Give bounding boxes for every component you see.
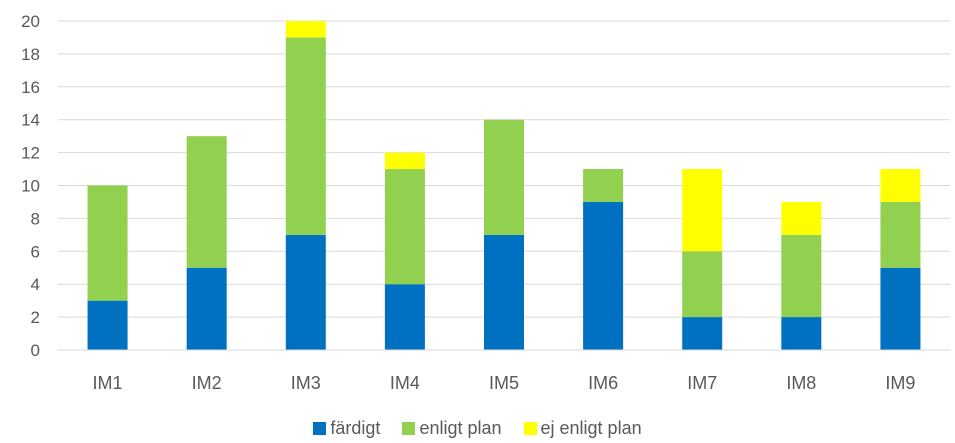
y-axis-tick-labels: 0 2 4 6 8 10 12 14 16 18 20 xyxy=(21,12,40,360)
bar-segment-im8-s2 xyxy=(781,201,822,235)
bars xyxy=(87,21,921,350)
x-tick-label: IM4 xyxy=(390,373,420,393)
bar-segment-im1-s1 xyxy=(87,185,128,301)
bar-segment-im4-s1 xyxy=(384,169,425,285)
legend-swatch-enligt-plan xyxy=(402,422,416,435)
legend-label-enligt-plan: enligt plan xyxy=(419,418,502,438)
bar-segment-im6-s1 xyxy=(583,169,624,202)
x-tick-label: IM9 xyxy=(885,373,915,393)
legend-item-enligt-plan: enligt plan xyxy=(402,418,502,439)
bar-segment-im6-s0 xyxy=(583,201,624,350)
x-tick-label: IM3 xyxy=(291,373,321,393)
y-tick-label: 16 xyxy=(21,78,40,97)
legend-item-fardigt: färdigt xyxy=(313,418,380,439)
legend-label-ej-enligt-plan: ej enligt plan xyxy=(540,418,642,438)
legend-swatch-ej-enligt-plan xyxy=(523,422,537,435)
x-tick-label: IM7 xyxy=(687,373,717,393)
bar-segment-im3-s1 xyxy=(285,37,326,235)
bar-segment-im4-s2 xyxy=(384,152,425,170)
bar-segment-im2-s1 xyxy=(186,136,227,268)
legend: färdigt enligt plan ej enligt plan xyxy=(0,418,955,439)
bar-segment-im2-s0 xyxy=(186,267,227,350)
y-tick-label: 12 xyxy=(21,144,40,163)
bar-segment-im3-s0 xyxy=(285,234,326,350)
bar-segment-im1-s0 xyxy=(87,300,128,350)
bar-segment-im5-s0 xyxy=(484,234,524,350)
bar-segment-im9-s0 xyxy=(880,267,921,350)
legend-swatch-fardigt xyxy=(313,422,327,435)
bar-segment-im7-s0 xyxy=(682,317,723,350)
x-tick-label: IM8 xyxy=(786,373,816,393)
y-tick-label: 4 xyxy=(31,275,40,294)
y-tick-label: 6 xyxy=(31,242,40,261)
y-tick-label: 0 xyxy=(31,341,40,360)
legend-item-ej-enligt-plan: ej enligt plan xyxy=(523,418,642,439)
bar-segment-im5-s1 xyxy=(484,119,524,235)
bar-segment-im8-s1 xyxy=(781,234,822,318)
bar-segment-im3-s2 xyxy=(285,21,326,38)
bar-segment-im9-s2 xyxy=(880,169,921,202)
y-tick-label: 10 xyxy=(21,177,40,196)
bar-segment-im4-s0 xyxy=(384,284,425,350)
y-tick-label: 20 xyxy=(21,12,40,31)
y-tick-label: 18 xyxy=(21,45,40,64)
bar-segment-im9-s1 xyxy=(880,201,921,268)
y-tick-label: 14 xyxy=(21,111,40,130)
legend-label-fardigt: färdigt xyxy=(330,418,381,438)
bar-segment-im7-s2 xyxy=(682,169,723,252)
bar-segment-im7-s1 xyxy=(682,251,723,318)
y-tick-label: 8 xyxy=(31,209,40,228)
x-axis-category-labels: IM1 IM2 IM3 IM4 IM5 IM6 IM7 IM8 IM9 xyxy=(93,373,916,393)
bar-segment-im8-s0 xyxy=(781,317,822,350)
x-tick-label: IM2 xyxy=(192,373,222,393)
x-tick-label: IM6 xyxy=(588,373,618,393)
y-tick-label: 2 xyxy=(31,308,40,327)
x-tick-label: IM5 xyxy=(489,373,519,393)
x-tick-label: IM1 xyxy=(93,373,123,393)
